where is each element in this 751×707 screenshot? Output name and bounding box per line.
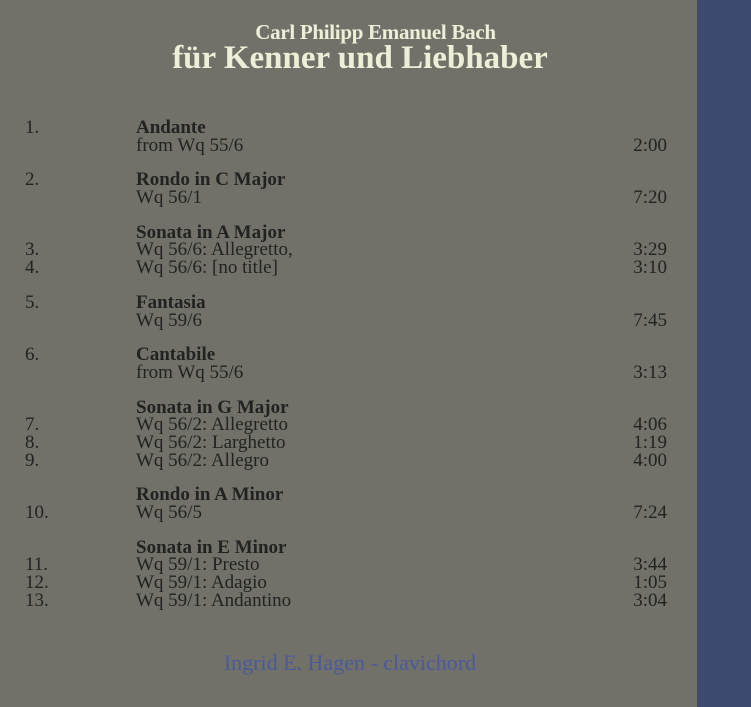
track-row: 7. Wq 56/2: Allegretto 4:06 [0, 414, 697, 436]
track-group: Sonata in E Minor 11. Wq 59/1: Presto 3:44 1… [0, 536, 697, 611]
track-number: 3. [25, 239, 40, 261]
track-number: 7. [25, 414, 40, 436]
track-number: 12. [25, 572, 49, 594]
track-number: 5. [25, 291, 40, 313]
track-title: Wq 59/1: Adagio [136, 572, 267, 594]
track-duration: 7:45 [633, 309, 667, 331]
work-title: Andante [136, 117, 206, 138]
track-duration: 7:20 [633, 187, 667, 209]
track-group: Rondo in A Minor 10. Wq 56/5 7:24 [0, 484, 697, 523]
group-header: Sonata in A Major [0, 221, 697, 243]
work-title: Rondo in A Minor [136, 484, 284, 506]
track-duration: 7:24 [633, 502, 667, 523]
track-row: 10. Wq 56/5 7:24 [0, 502, 697, 523]
track-row: from Wq 55/6 3:13 [0, 361, 697, 383]
track-title: Wq 56/6: [no title] [136, 257, 278, 279]
track-duration: 3:44 [633, 554, 667, 576]
track-group: 1. Andante from Wq 55/6 2:00 [0, 117, 697, 156]
track-number: 6. [25, 344, 40, 366]
work-title: Sonata in G Major [136, 396, 289, 418]
track-title: from Wq 55/6 [136, 361, 244, 383]
work-title: Fantasia [136, 291, 206, 313]
track-row: from Wq 55/6 2:00 [0, 134, 697, 156]
track-row: Wq 56/1 7:20 [0, 187, 697, 209]
group-header: 6. Cantabile [0, 344, 697, 366]
composer-name: Carl Philipp Emanuel Bach [255, 20, 496, 44]
group-header: Sonata in G Major [0, 396, 697, 418]
track-title: Wq 59/1: Presto [136, 554, 260, 576]
track-row: 13. Wq 59/1: Andantino 3:04 [0, 589, 697, 611]
track-group: Sonata in A Major 3. Wq 56/6: Allegretto, 3… [0, 221, 697, 279]
track-title: Wq 56/2: Larghetto [136, 431, 286, 453]
track-group: 2. Rondo in C Major Wq 56/1 7:20 [0, 169, 697, 209]
track-duration: 3:04 [633, 589, 667, 611]
track-title: Wq 56/1 [136, 187, 202, 209]
track-title: Wq 56/5 [136, 502, 202, 523]
track-number: 2. [25, 169, 40, 191]
track-duration: 4:06 [633, 414, 667, 436]
work-title: Sonata in E Minor [136, 536, 287, 558]
track-row: 3. Wq 56/6: Allegretto, 3:29 [0, 239, 697, 261]
track-title: Wq 56/2: Allegretto [136, 414, 288, 436]
track-duration: 3:10 [633, 257, 667, 279]
track-number: 10. [25, 502, 49, 523]
work-title: Sonata in A Major [136, 221, 286, 243]
track-row: 12. Wq 59/1: Adagio 1:05 [0, 572, 697, 594]
album-title: für Kenner und Liebhaber [172, 40, 548, 76]
track-duration: 1:05 [633, 572, 667, 594]
track-number: 11. [25, 554, 49, 576]
track-row: 8. Wq 56/2: Larghetto 1:19 [0, 431, 697, 453]
track-group: Sonata in G Major 7. Wq 56/2: Allegretto 4:… [0, 396, 697, 471]
group-header: 1. Andante [0, 117, 697, 138]
group-header: Rondo in A Minor [0, 484, 697, 506]
group-header: 2. Rondo in C Major [0, 169, 697, 191]
work-title: Rondo in C Major [136, 169, 286, 191]
performer-credit: Ingrid E. Hagen - clavichord [223, 650, 477, 675]
group-header: 5. Fantasia [0, 291, 697, 313]
track-title: Wq 56/6: Allegretto, [136, 239, 293, 261]
track-list: 1. Andante from Wq 55/6 2:00 2. Rondo in C Ma… [0, 117, 697, 611]
track-row: 11. Wq 59/1: Presto 3:44 [0, 554, 697, 576]
track-duration: 3:29 [633, 239, 667, 261]
track-title: Wq 59/1: Andantino [136, 589, 292, 611]
track-title: Wq 56/2: Allegro [136, 449, 269, 471]
track-number: 9. [25, 449, 40, 471]
track-row: Wq 59/6 7:45 [0, 309, 697, 331]
track-row: 4. Wq 56/6: [no title] 3:10 [0, 257, 697, 279]
track-title: from Wq 55/6 [136, 134, 244, 156]
track-row: 9. Wq 56/2: Allegro 4:00 [0, 449, 697, 471]
track-duration: 2:00 [633, 134, 667, 156]
track-number: 1. [25, 117, 40, 138]
track-group: 6. Cantabile from Wq 55/6 3:13 [0, 344, 697, 383]
track-number: 8. [25, 431, 40, 453]
track-duration: 1:19 [633, 431, 667, 453]
work-title: Cantabile [136, 344, 216, 366]
track-duration: 4:00 [633, 449, 667, 471]
track-group: 5. Fantasia Wq 59/6 7:45 [0, 291, 697, 331]
track-number: 4. [25, 257, 40, 279]
group-header: Sonata in E Minor [0, 536, 697, 558]
track-number: 13. [25, 589, 49, 611]
side-strip [697, 0, 751, 707]
track-title: Wq 59/6 [136, 309, 202, 331]
track-duration: 3:13 [633, 361, 667, 383]
